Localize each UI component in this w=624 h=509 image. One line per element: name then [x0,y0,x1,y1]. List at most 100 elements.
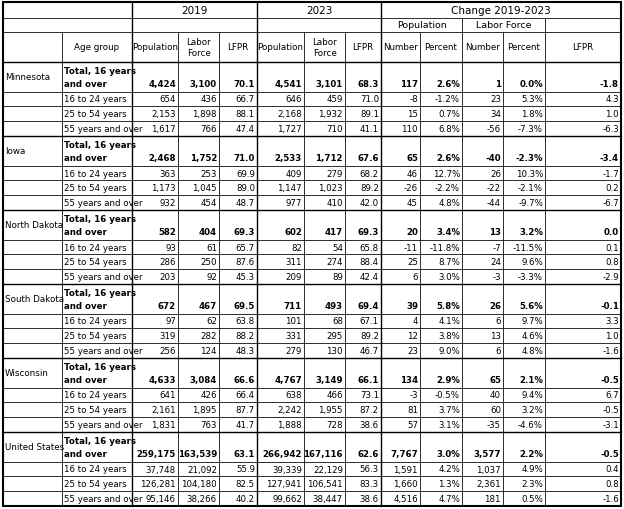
Text: -1.6: -1.6 [602,347,619,355]
Bar [381,329,420,344]
Bar [503,417,545,432]
Text: 71.0: 71.0 [233,154,255,162]
Text: North Dakota: North Dakota [5,221,63,230]
Bar [132,417,178,432]
Bar [420,462,462,476]
Text: Number: Number [465,43,500,52]
Text: 2023: 2023 [306,6,332,16]
Bar [345,462,381,476]
Bar [132,462,178,476]
Bar [3,19,132,33]
Bar [304,388,345,403]
Text: 2,361: 2,361 [476,479,501,488]
Bar [420,285,462,314]
Bar [304,166,345,181]
Text: Total, 16 years: Total, 16 years [64,436,136,445]
Text: 6: 6 [412,272,418,281]
Bar [3,329,62,344]
Bar [257,19,381,33]
Bar [257,122,304,137]
Bar [462,388,503,403]
Bar [345,432,381,462]
Bar [219,358,257,388]
Text: -2.3%: -2.3% [515,154,543,162]
Text: 3.0%: 3.0% [436,449,460,458]
Bar [545,181,621,196]
Text: 8.7%: 8.7% [438,258,460,267]
Bar [462,93,503,107]
Bar [503,462,545,476]
Text: 4.1%: 4.1% [438,317,460,326]
Bar [420,417,462,432]
Bar [462,122,503,137]
Text: 61: 61 [206,243,217,252]
Bar [178,344,219,358]
Text: 256: 256 [160,347,176,355]
Bar [462,255,503,270]
Text: 66.6: 66.6 [233,375,255,384]
Text: 16 to 24 years: 16 to 24 years [64,391,127,400]
Text: 101: 101 [286,317,302,326]
Text: 25 to 54 years: 25 to 54 years [64,479,127,488]
Text: 3.8%: 3.8% [438,332,460,341]
Bar [219,107,257,122]
Text: 977: 977 [286,199,302,208]
Bar [178,476,219,491]
Text: 163,539: 163,539 [178,449,217,458]
Bar [132,63,178,93]
Text: 3.1%: 3.1% [438,420,460,429]
Text: Age group: Age group [74,43,120,52]
Text: Number: Number [383,43,418,52]
Bar [3,417,62,432]
Text: 4.8%: 4.8% [521,347,543,355]
Text: 12: 12 [407,332,418,341]
Text: LFPR: LFPR [353,43,374,52]
Text: 65.7: 65.7 [236,243,255,252]
Bar [257,3,381,19]
Text: 88.4: 88.4 [360,258,379,267]
Text: 15: 15 [407,110,418,119]
Bar [178,403,219,417]
Text: -3.3%: -3.3% [518,272,543,281]
Text: 1.0: 1.0 [605,332,619,341]
Bar [420,240,462,255]
Text: 286: 286 [160,258,176,267]
Text: 37,748: 37,748 [146,465,176,473]
Bar [257,344,304,358]
Bar [62,211,132,240]
Bar [381,270,420,285]
Text: 38,266: 38,266 [187,494,217,503]
Bar [545,137,621,166]
Bar [462,63,503,93]
Text: 582: 582 [158,228,176,236]
Text: 2,468: 2,468 [149,154,176,162]
Text: 0.1: 0.1 [605,243,619,252]
Bar [178,329,219,344]
Text: 95,146: 95,146 [146,494,176,503]
Text: 92: 92 [206,272,217,281]
Bar [545,270,621,285]
Text: -3: -3 [409,391,418,400]
Text: 89.1: 89.1 [360,110,379,119]
Text: 3.2%: 3.2% [521,406,543,414]
Bar [257,63,304,93]
Text: and over: and over [64,301,107,310]
Bar [219,388,257,403]
Bar [3,181,62,196]
Text: 127,941: 127,941 [266,479,302,488]
Bar [132,491,178,506]
Text: 23: 23 [490,95,501,104]
Bar [345,270,381,285]
Text: 466: 466 [326,391,343,400]
Text: Labor Force: Labor Force [475,21,531,31]
Bar [62,240,132,255]
Text: 16 to 24 years: 16 to 24 years [64,243,127,252]
Text: Total, 16 years: Total, 16 years [64,288,136,297]
Text: Population: Population [397,21,446,31]
Text: 1,888: 1,888 [278,420,302,429]
Bar [462,33,503,63]
Text: 25 to 54 years: 25 to 54 years [64,332,127,341]
Bar [420,476,462,491]
Bar [462,462,503,476]
Text: 4: 4 [412,317,418,326]
